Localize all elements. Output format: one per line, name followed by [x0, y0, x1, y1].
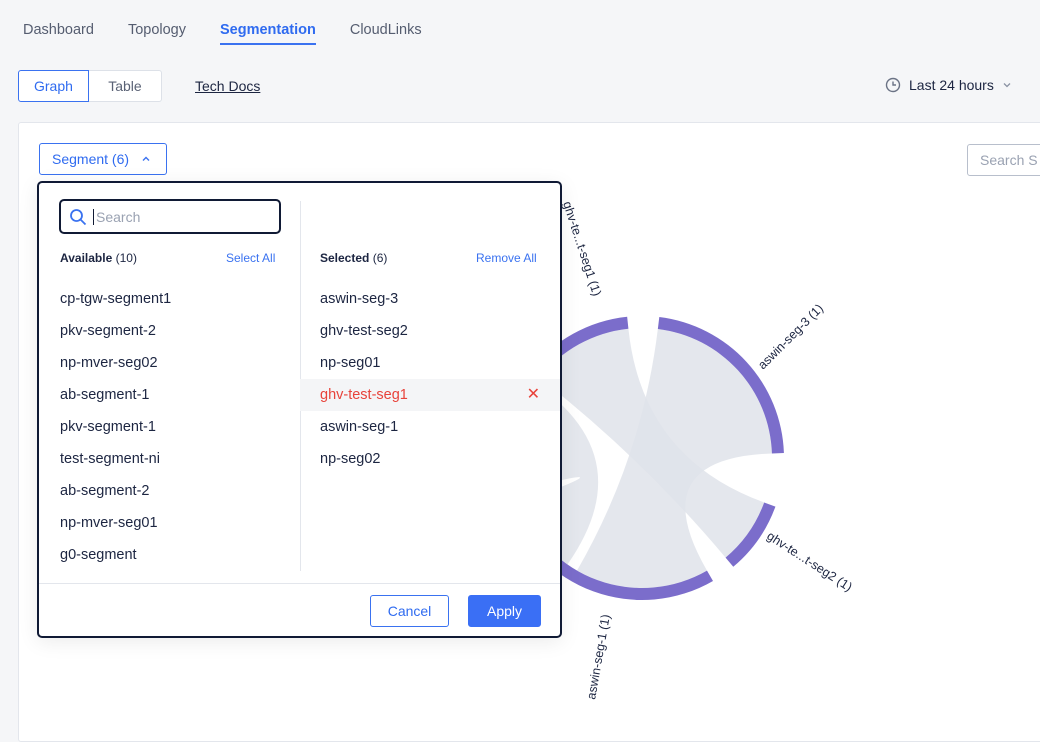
- search-icon: [70, 208, 87, 225]
- selected-item-label: np-seg01: [320, 355, 381, 371]
- chord-label-aswin-seg-1: aswin-seg-1 (1): [584, 613, 613, 700]
- selected-item-label: np-seg02: [320, 451, 381, 467]
- chord-arc-ghv-test-seg2[interactable]: [725, 502, 776, 567]
- segment-filter-popup: Available (10) Select All Selected (6) R…: [37, 181, 562, 638]
- selected-item[interactable]: aswin-seg-3: [300, 283, 560, 315]
- table-view-button[interactable]: Table: [88, 70, 162, 102]
- available-header: Available (10): [60, 251, 137, 265]
- chord-arc-aswin-seg-3[interactable]: [657, 317, 784, 454]
- search-segments-input[interactable]: Search S: [967, 144, 1040, 176]
- available-item[interactable]: pkv-segment-2: [60, 323, 156, 339]
- available-count: (10): [115, 251, 137, 265]
- tab-segmentation[interactable]: Segmentation: [219, 22, 316, 45]
- apply-button[interactable]: Apply: [468, 595, 541, 627]
- chord-label-aswin-seg-3: aswin-seg-3 (1): [755, 301, 826, 372]
- popup-footer-divider: [39, 583, 560, 584]
- segment-search-input[interactable]: [93, 208, 263, 225]
- tab-dashboard[interactable]: Dashboard: [23, 22, 94, 38]
- remove-all-link[interactable]: Remove All: [476, 251, 537, 265]
- available-item[interactable]: test-segment-ni: [60, 451, 160, 467]
- selected-item-label: aswin-seg-3: [320, 291, 399, 307]
- selected-item[interactable]: np-seg01: [300, 347, 560, 379]
- chord-label-ghv-test-seg1: ghv-te...t-seg1 (1): [560, 200, 604, 298]
- available-item[interactable]: pkv-segment-1: [60, 419, 156, 435]
- available-item[interactable]: np-mver-seg01: [60, 515, 158, 531]
- selected-item-label: ghv-test-seg2: [320, 323, 408, 339]
- selected-count: (6): [372, 251, 388, 265]
- chord-ribbon-ghv-test-seg1-ghv-test-seg2[interactable]: [539, 328, 765, 558]
- remove-icon[interactable]: ✕: [526, 386, 540, 403]
- selected-header: Selected (6): [320, 251, 387, 265]
- clock-icon: [885, 77, 901, 93]
- segment-search-box[interactable]: [59, 199, 281, 234]
- selected-item[interactable]: aswin-seg-1: [300, 411, 560, 443]
- time-range-dropdown[interactable]: Last 24 hours: [885, 77, 1012, 93]
- segment-filter-label: Segment (6): [52, 151, 130, 167]
- chord-arc-ghv-test-seg1[interactable]: [530, 316, 629, 378]
- selected-item[interactable]: ghv-test-seg2: [300, 315, 560, 347]
- chevron-up-icon: [142, 156, 150, 161]
- chord-label-ghv-test-seg2: ghv-te...t-seg2 (1): [764, 529, 854, 594]
- selected-item-label: ghv-test-seg1: [320, 387, 408, 403]
- select-all-link[interactable]: Select All: [226, 251, 276, 265]
- time-range-label: Last 24 hours: [909, 77, 994, 93]
- available-item[interactable]: ab-segment-1: [60, 387, 150, 403]
- selected-item[interactable]: np-seg02: [300, 443, 560, 475]
- tech-docs-link[interactable]: Tech Docs: [195, 78, 261, 94]
- tab-topology[interactable]: Topology: [127, 22, 186, 38]
- segment-filter-button[interactable]: Segment (6): [39, 143, 167, 175]
- tab-cloudlinks[interactable]: CloudLinks: [349, 22, 422, 38]
- available-item[interactable]: np-mver-seg02: [60, 355, 158, 371]
- available-item[interactable]: cp-tgw-segment1: [60, 291, 172, 307]
- view-toggle: Graph Table: [18, 70, 162, 102]
- chevron-down-icon: [1003, 83, 1011, 88]
- selected-item-label: aswin-seg-1: [320, 419, 399, 435]
- available-item[interactable]: g0-segment: [60, 547, 137, 563]
- selected-list: aswin-seg-3 ghv-test-seg2 np-seg01 ghv-t…: [300, 283, 560, 475]
- cancel-button[interactable]: Cancel: [370, 595, 449, 627]
- available-item[interactable]: ab-segment-2: [60, 483, 150, 499]
- main-tabs: Dashboard Topology Segmentation CloudLin…: [23, 22, 422, 45]
- available-list: cp-tgw-segment1 pkv-segment-2 np-mver-se…: [60, 283, 171, 571]
- selected-title: Selected: [320, 251, 370, 265]
- selected-item-hovered[interactable]: ghv-test-seg1 ✕: [300, 379, 560, 411]
- available-title: Available: [60, 251, 113, 265]
- graph-view-button[interactable]: Graph: [18, 70, 89, 102]
